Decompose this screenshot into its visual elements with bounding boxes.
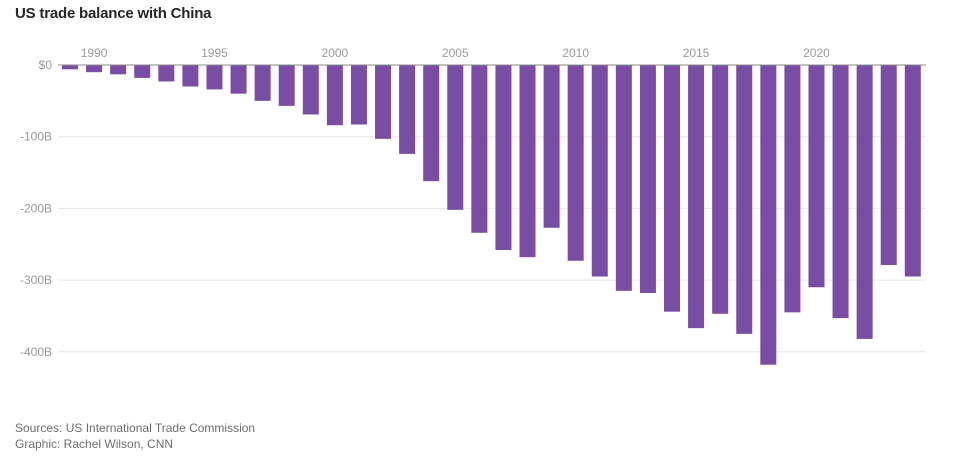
bar [254,65,271,101]
bar [639,65,656,294]
bar [688,65,705,329]
bar [591,65,608,277]
bar [615,65,632,291]
bar [110,65,127,75]
bar [784,65,801,313]
x-tick-label: 2005 [442,46,469,60]
bar [495,65,512,250]
x-tick-label: 2000 [322,46,349,60]
x-tick-label: 1990 [81,46,108,60]
bar [904,65,921,277]
bar [832,65,849,319]
bar [326,65,343,126]
bar [808,65,825,288]
bar [158,65,175,82]
graphic-credit: Graphic: Rachel Wilson, CNN [15,437,174,451]
bar [519,65,536,258]
y-tick-label: -400B [20,345,52,359]
bar [134,65,151,78]
bar [664,65,680,312]
bar [62,65,78,70]
chart-title: US trade balance with China [15,5,212,22]
bar [86,65,103,73]
y-tick-label: $0 [39,58,53,72]
bar [423,65,440,182]
y-tick-label: -300B [20,273,52,287]
bar [471,65,488,233]
bar [399,65,416,154]
x-tick-label: 2015 [683,46,710,60]
bar [182,65,199,87]
bar [230,65,247,94]
source-note: Sources: US International Trade Commissi… [15,421,256,435]
bar [880,65,897,266]
bar [760,65,777,365]
bar-chart: $0 -100B -200B -300B -400B 1990 1995 2000 2005 20… [20,46,926,365]
bar [543,65,560,228]
bar [278,65,295,106]
x-tick-label: 2010 [562,46,589,60]
bar [350,65,367,125]
bar [375,65,392,139]
y-tick-label: -200B [20,201,52,215]
bar [712,65,729,314]
bar [302,65,319,115]
y-tick-label: -100B [20,130,52,144]
bar [856,65,873,339]
bar [736,65,753,334]
bar [447,65,464,210]
bar [206,65,223,90]
bar [567,65,584,261]
x-tick-label: 2020 [803,46,830,60]
x-tick-label: 1995 [201,46,228,60]
